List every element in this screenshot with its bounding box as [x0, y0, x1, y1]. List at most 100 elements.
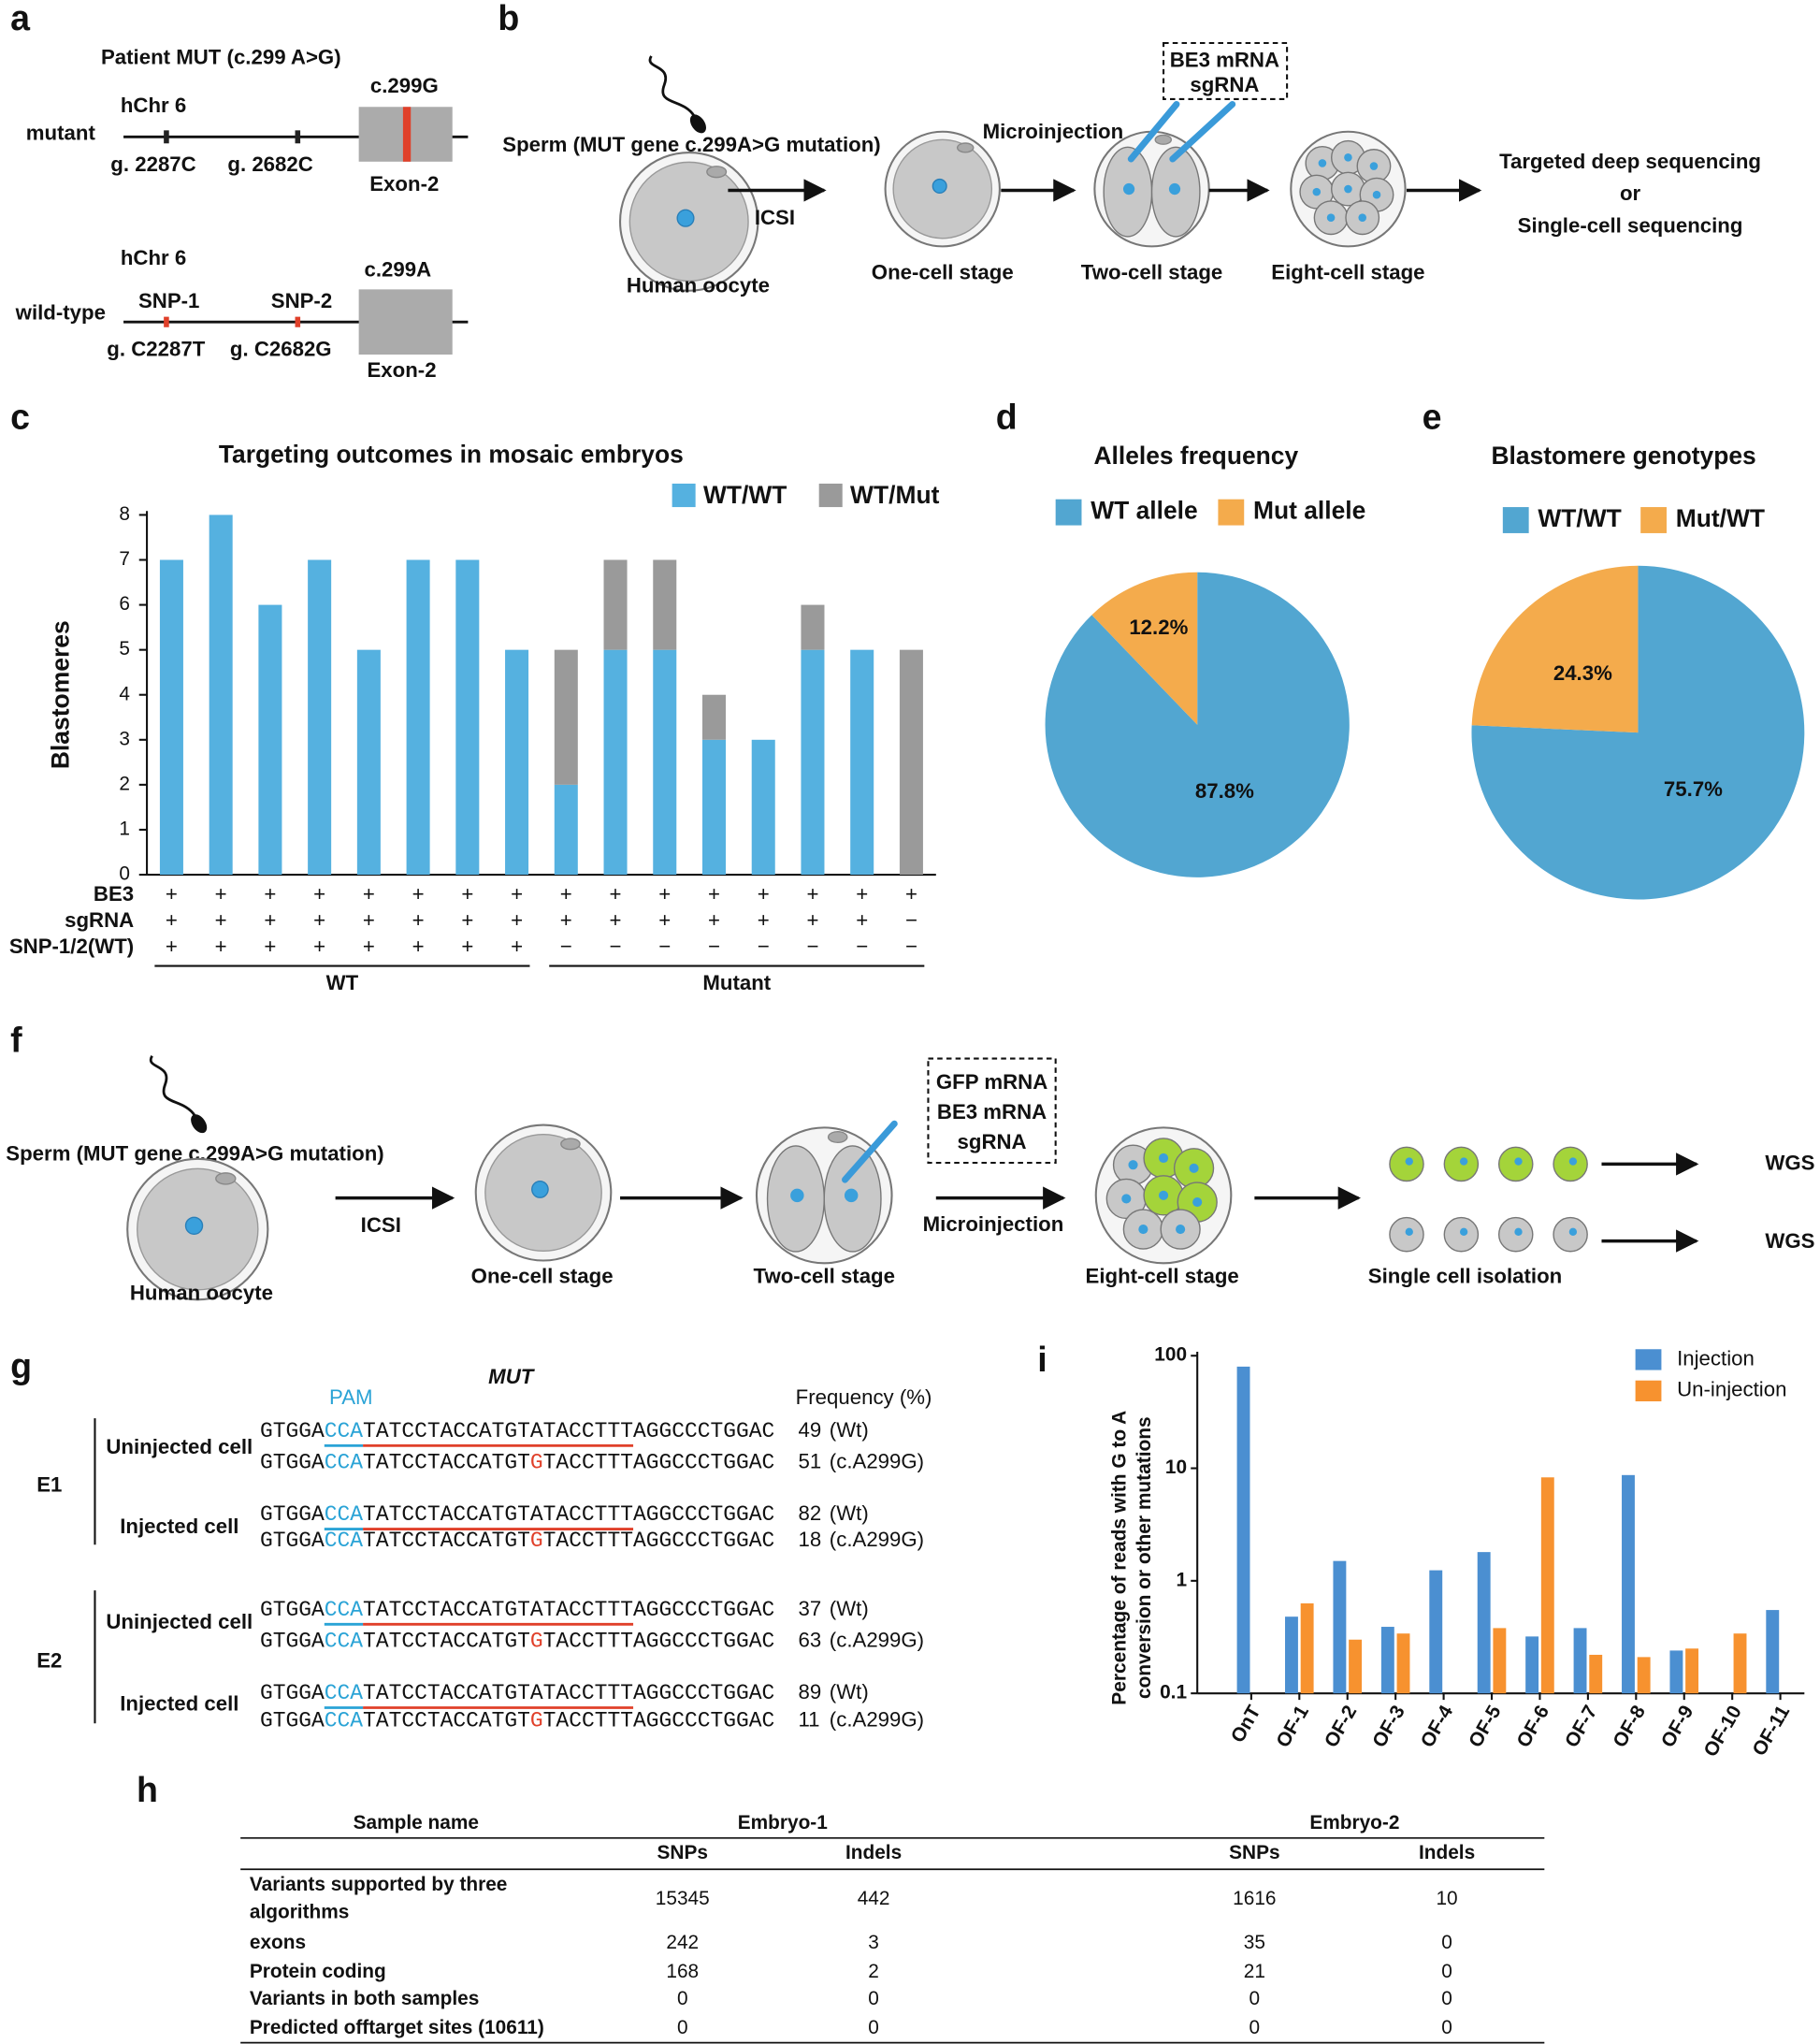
legend-label: WT/WT — [703, 481, 787, 509]
bar-segment — [899, 649, 923, 876]
table-cell: 3 — [868, 1932, 879, 1953]
nucleus — [1326, 213, 1336, 223]
bar — [1396, 1633, 1410, 1694]
injection-needle — [1169, 100, 1236, 163]
nucleus — [1192, 1197, 1203, 1208]
outcome-label: or — [1620, 181, 1641, 205]
bar — [1493, 1628, 1507, 1694]
bar-segment — [554, 784, 578, 876]
sequence-part: AGGCCCTGGAC — [633, 1598, 774, 1622]
nucleus — [1344, 153, 1352, 162]
snp-label: SNP-1 — [138, 289, 199, 312]
site-label: g. C2287T — [107, 338, 205, 361]
bar-segment — [455, 559, 480, 876]
legend-label: WT/Mut — [850, 481, 939, 509]
sequence-part: TACCTTTAGGCCCTGGAC — [543, 1451, 775, 1475]
y-tick-label: 5 — [119, 638, 130, 660]
sequence-part: TATCCTACCATGTATACCTTT — [363, 1681, 633, 1705]
pie-slice — [1471, 565, 1805, 900]
sequence-part: G — [530, 1529, 543, 1553]
condition-mark: + — [412, 882, 425, 906]
nucleus — [1122, 182, 1135, 196]
condition-mark: − — [708, 935, 720, 958]
outcome-label: Single-cell sequencing — [1518, 213, 1743, 237]
sequence-part: CCA — [325, 1529, 363, 1553]
condition-mark: + — [511, 908, 523, 932]
group-label: WT — [326, 971, 359, 994]
condition-mark: + — [166, 935, 178, 958]
exon-site-label: c.299G — [370, 74, 439, 97]
stage-label: Two-cell stage — [1081, 260, 1222, 283]
bar — [1589, 1654, 1603, 1694]
condition-mark: + — [215, 882, 227, 906]
y-tick-label: 10 — [1165, 1457, 1187, 1478]
condition-mark: − — [758, 935, 770, 958]
polar-body — [827, 1131, 848, 1144]
sequence: GTGGACCATATCCTACCATGTGTACCTTTAGGCCCTGGAC — [260, 1451, 774, 1475]
sperm-tail — [648, 55, 696, 117]
frequency-value: 49 — [798, 1418, 821, 1442]
embryo-label: E2 — [36, 1649, 62, 1673]
sequence-part: GTGGA — [260, 1708, 325, 1732]
pie-slice — [1471, 565, 1639, 733]
reagent-label: GFP mRNA — [936, 1070, 1047, 1094]
nucleus — [1158, 1152, 1169, 1164]
bar-segment — [653, 559, 677, 650]
table-subheader: SNPs — [1229, 1842, 1279, 1863]
polar-body — [215, 1172, 237, 1185]
snp-label: SNP-2 — [271, 289, 332, 312]
nucleus — [790, 1188, 804, 1203]
x-tick-label: OF-8 — [1609, 1702, 1650, 1751]
panel-letter: d — [996, 398, 1018, 437]
panel-letter: a — [10, 0, 31, 37]
table-cell: 2 — [868, 1961, 879, 1982]
condition-mark: − — [806, 935, 818, 958]
outcome-label: Targeted deep sequencing — [1499, 150, 1761, 173]
legend-label: Mut allele — [1253, 497, 1365, 525]
condition-mark: + — [461, 908, 473, 932]
row-label: exons — [250, 1932, 306, 1953]
condition-mark: + — [856, 908, 868, 932]
sequence-part: AGGCCCTGGAC — [633, 1681, 774, 1705]
bar-segment — [751, 739, 775, 876]
legend-swatch — [1502, 507, 1529, 533]
panel-letter: e — [1423, 398, 1442, 437]
sequence-part: AGGCCCTGGAC — [633, 1502, 774, 1527]
condition-mark: − — [610, 935, 622, 958]
x-tick-label: OF-3 — [1368, 1702, 1409, 1751]
exon-label: Exon-2 — [369, 172, 439, 196]
sequence-part: CCA — [325, 1502, 363, 1527]
stage-label: Two-cell stage — [754, 1264, 895, 1287]
sequence-part: GTGGA — [260, 1451, 325, 1475]
frequency-value: 11 — [798, 1707, 819, 1731]
legend-label: WT/WT — [1538, 504, 1621, 532]
table-cell: 0 — [1441, 1988, 1452, 2009]
nucleus — [1189, 1163, 1199, 1173]
genotype-note: (Wt) — [830, 1680, 869, 1703]
table-header: Sample name — [354, 1812, 479, 1834]
sperm-head — [689, 114, 706, 134]
sequence-part: GTGGA — [260, 1419, 325, 1443]
bar-segment — [209, 515, 233, 876]
condition-mark: + — [758, 908, 770, 932]
nucleus — [1318, 159, 1327, 167]
chart-title: Targeting outcomes in mosaic embryos — [219, 441, 684, 469]
sequence-part: TATCCTACCATGT — [363, 1529, 530, 1553]
condition-mark: + — [758, 882, 770, 906]
site-tick — [164, 130, 169, 144]
table-subheader: SNPs — [657, 1842, 708, 1863]
sperm-tail — [149, 1055, 196, 1117]
sequence-part: CCA — [325, 1451, 363, 1475]
pronucleus — [932, 178, 947, 195]
nucleus — [1128, 1160, 1138, 1170]
sequence: GTGGACCATATCCTACCATGTATACCTTTAGGCCCTGGAC — [260, 1598, 774, 1622]
legend-label: WT allele — [1091, 497, 1197, 525]
output-label: WGS — [1765, 1229, 1814, 1253]
y-tick-label: 2 — [119, 773, 130, 794]
cell-label: Uninjected cell — [106, 1435, 253, 1458]
bar-segment — [850, 649, 874, 876]
panel-letter: h — [137, 1770, 158, 1809]
output-label: WGS — [1765, 1151, 1814, 1174]
